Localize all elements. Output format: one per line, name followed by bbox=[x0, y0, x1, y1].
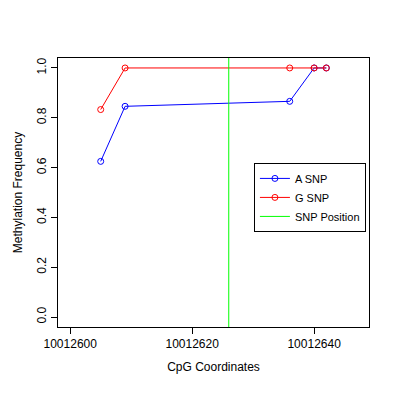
svg-text:Methylation Frequency: Methylation Frequency bbox=[11, 132, 25, 253]
svg-text:10012640: 10012640 bbox=[287, 337, 341, 351]
svg-text:0.2: 0.2 bbox=[35, 257, 49, 274]
svg-text:0.0: 0.0 bbox=[35, 307, 49, 324]
svg-text:SNP Position: SNP Position bbox=[295, 211, 360, 223]
svg-text:0.8: 0.8 bbox=[35, 107, 49, 124]
svg-text:0.4: 0.4 bbox=[35, 207, 49, 224]
svg-text:10012620: 10012620 bbox=[165, 337, 219, 351]
svg-text:0.6: 0.6 bbox=[35, 157, 49, 174]
svg-text:CpG Coordinates: CpG Coordinates bbox=[167, 360, 260, 374]
svg-text:10012600: 10012600 bbox=[44, 337, 98, 351]
svg-text:A SNP: A SNP bbox=[295, 173, 327, 185]
svg-text:1.0: 1.0 bbox=[35, 57, 49, 74]
svg-text:G SNP: G SNP bbox=[295, 192, 329, 204]
